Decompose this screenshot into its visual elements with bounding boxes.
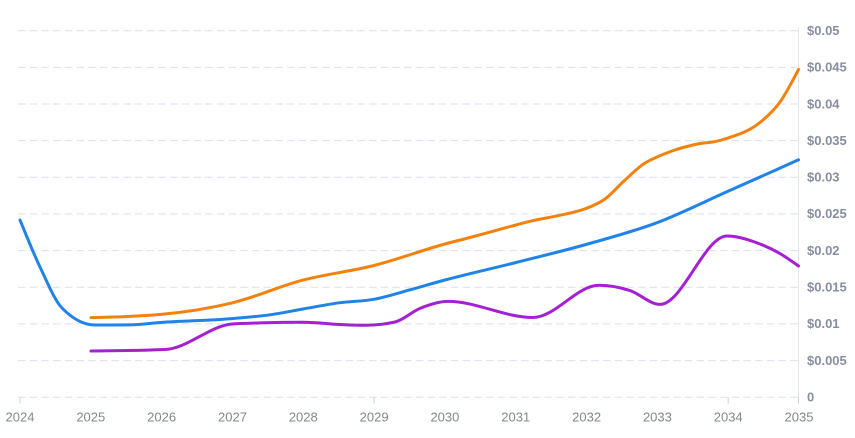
svg-text:$0.01: $0.01 [807, 316, 840, 331]
svg-text:$0.02: $0.02 [807, 243, 840, 258]
svg-text:2034: 2034 [714, 410, 743, 425]
svg-text:$0.045: $0.045 [807, 60, 847, 75]
svg-text:2025: 2025 [76, 410, 105, 425]
svg-text:2033: 2033 [643, 410, 672, 425]
svg-text:2027: 2027 [218, 410, 247, 425]
svg-text:2035: 2035 [785, 410, 814, 425]
svg-text:$0.04: $0.04 [807, 96, 840, 111]
svg-text:2024: 2024 [6, 410, 35, 425]
svg-text:2031: 2031 [501, 410, 530, 425]
svg-text:2029: 2029 [360, 410, 389, 425]
svg-text:0: 0 [807, 390, 814, 405]
svg-text:$0.035: $0.035 [807, 133, 847, 148]
svg-text:$0.05: $0.05 [807, 23, 840, 38]
svg-text:2028: 2028 [289, 410, 318, 425]
svg-text:2030: 2030 [430, 410, 459, 425]
svg-text:2032: 2032 [572, 410, 601, 425]
svg-text:$0.005: $0.005 [807, 353, 847, 368]
svg-text:2026: 2026 [147, 410, 176, 425]
svg-text:$0.03: $0.03 [807, 170, 840, 185]
svg-text:$0.025: $0.025 [807, 206, 847, 221]
svg-text:$0.015: $0.015 [807, 280, 847, 295]
